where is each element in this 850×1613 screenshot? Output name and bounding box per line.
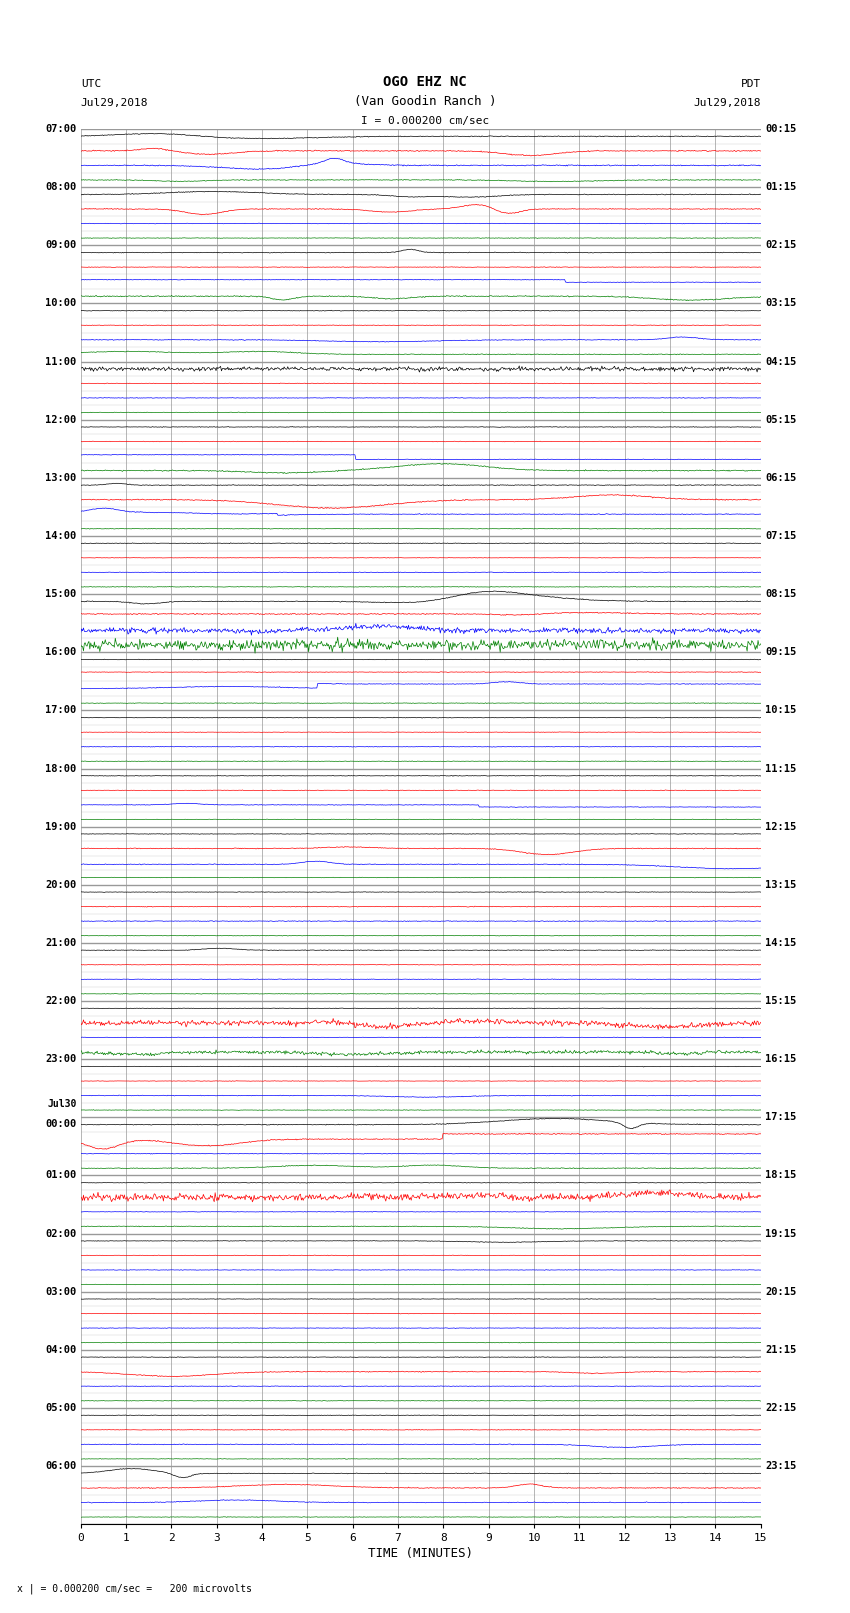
Text: 00:15: 00:15 [765,124,796,134]
Text: 14:00: 14:00 [45,531,76,540]
Text: 20:00: 20:00 [45,879,76,890]
Text: 13:00: 13:00 [45,473,76,482]
Text: Jul29,2018: Jul29,2018 [81,98,148,108]
Text: 20:15: 20:15 [765,1287,796,1297]
Text: 13:15: 13:15 [765,879,796,890]
Text: 12:15: 12:15 [765,821,796,832]
Text: 09:15: 09:15 [765,647,796,656]
Text: 05:15: 05:15 [765,415,796,424]
Text: 21:00: 21:00 [45,937,76,948]
Text: 12:00: 12:00 [45,415,76,424]
Text: 23:00: 23:00 [45,1055,76,1065]
Text: 15:00: 15:00 [45,589,76,598]
Text: Jul29,2018: Jul29,2018 [694,98,761,108]
Text: 22:15: 22:15 [765,1403,796,1413]
Text: 00:00: 00:00 [45,1119,76,1129]
Text: 14:15: 14:15 [765,937,796,948]
Text: 17:15: 17:15 [765,1113,796,1123]
Text: PDT: PDT [740,79,761,89]
Text: 03:15: 03:15 [765,298,796,308]
Text: 11:00: 11:00 [45,356,76,366]
Text: 08:00: 08:00 [45,182,76,192]
Text: 21:15: 21:15 [765,1345,796,1355]
Text: UTC: UTC [81,79,101,89]
Text: OGO EHZ NC: OGO EHZ NC [383,74,467,89]
Text: 08:15: 08:15 [765,589,796,598]
Text: 01:15: 01:15 [765,182,796,192]
Text: 17:00: 17:00 [45,705,76,716]
Text: 04:00: 04:00 [45,1345,76,1355]
Text: 16:00: 16:00 [45,647,76,656]
Text: 18:15: 18:15 [765,1171,796,1181]
Text: 02:15: 02:15 [765,240,796,250]
Text: 23:15: 23:15 [765,1461,796,1471]
Text: 10:00: 10:00 [45,298,76,308]
Text: 04:15: 04:15 [765,356,796,366]
Text: (Van Goodin Ranch ): (Van Goodin Ranch ) [354,95,496,108]
Text: x | = 0.000200 cm/sec =   200 microvolts: x | = 0.000200 cm/sec = 200 microvolts [17,1582,252,1594]
Text: 06:15: 06:15 [765,473,796,482]
X-axis label: TIME (MINUTES): TIME (MINUTES) [368,1547,473,1560]
Text: 03:00: 03:00 [45,1287,76,1297]
Text: 18:00: 18:00 [45,763,76,774]
Text: 19:15: 19:15 [765,1229,796,1239]
Text: Jul30: Jul30 [47,1100,76,1110]
Text: I = 0.000200 cm/sec: I = 0.000200 cm/sec [361,116,489,126]
Text: 06:00: 06:00 [45,1461,76,1471]
Text: 07:15: 07:15 [765,531,796,540]
Text: 09:00: 09:00 [45,240,76,250]
Text: 01:00: 01:00 [45,1171,76,1181]
Text: 11:15: 11:15 [765,763,796,774]
Text: 22:00: 22:00 [45,997,76,1007]
Text: 15:15: 15:15 [765,997,796,1007]
Text: 05:00: 05:00 [45,1403,76,1413]
Text: 07:00: 07:00 [45,124,76,134]
Text: 16:15: 16:15 [765,1055,796,1065]
Text: 19:00: 19:00 [45,821,76,832]
Text: 10:15: 10:15 [765,705,796,716]
Text: 02:00: 02:00 [45,1229,76,1239]
